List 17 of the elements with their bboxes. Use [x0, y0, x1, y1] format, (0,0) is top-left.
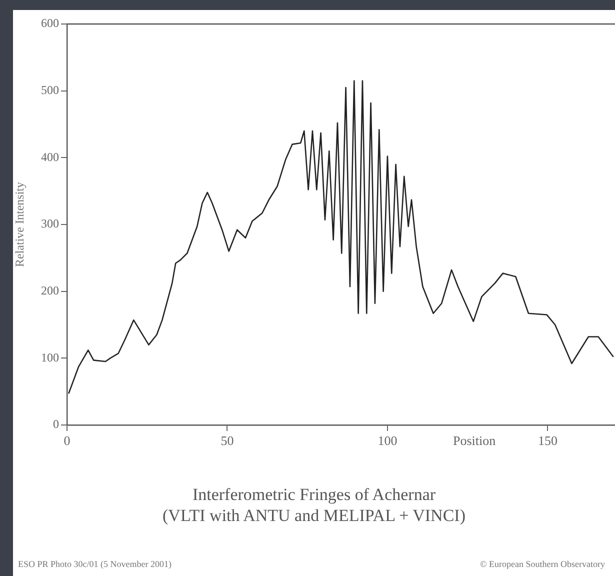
x-tick-label: 0 — [64, 433, 70, 448]
y-tick-label: 600 — [41, 16, 59, 30]
x-tick-label: 50 — [220, 433, 234, 448]
y-axis-title: Relative Intensity — [12, 182, 26, 267]
x-tick-label: 100 — [378, 433, 398, 448]
text: Interferometric Fringes of Achernar — [191, 484, 437, 505]
y-tick-label: 200 — [41, 283, 59, 298]
text: © European Southern Observatory — [480, 559, 605, 569]
text: ESO PR Photo 30c/01 (5 November 2001) — [18, 559, 172, 569]
y-tick-label: 500 — [41, 82, 59, 97]
text: (VLTI with ANTU and MELIPAL + VINCI) — [162, 505, 466, 526]
y-tick-label: 100 — [41, 350, 59, 364]
y-tick-label: 400 — [41, 150, 59, 164]
x-tick-label: 150 — [538, 433, 558, 448]
x-axis-title: Position — [453, 433, 496, 449]
y-tick-label: 0 — [53, 417, 59, 432]
y-tick-label: 300 — [41, 216, 59, 231]
